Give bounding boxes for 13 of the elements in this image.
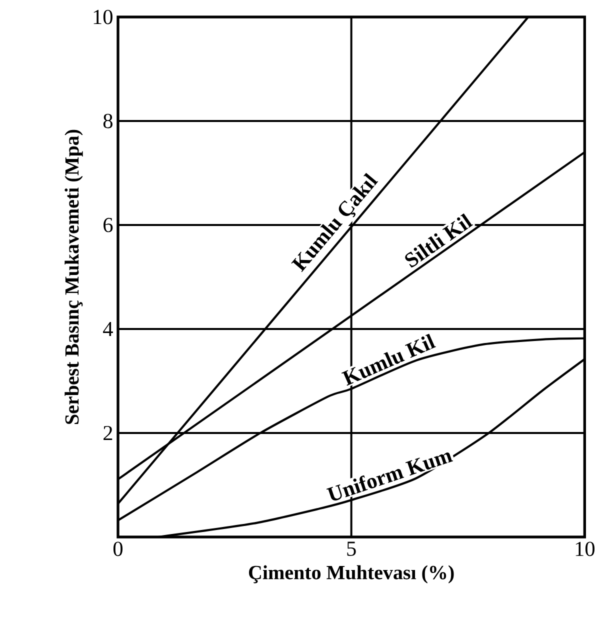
text: Siltli Kil bbox=[405, 213, 474, 268]
y-tick-label: 10 bbox=[94, 10, 112, 24]
x-tick-label: 0 bbox=[113, 542, 123, 556]
x-tick-label: 10 bbox=[576, 542, 595, 556]
y-tick-label: 6 bbox=[104, 218, 113, 232]
x-tick-label: 5 bbox=[347, 542, 356, 556]
x-axis-title: Çimento Muhtevası (%) bbox=[248, 565, 454, 584]
text: Uniform Kum bbox=[326, 452, 454, 500]
y-tick-label: 2 bbox=[104, 426, 112, 440]
y-tick-label: 4 bbox=[103, 322, 113, 336]
y-tick-label: 8 bbox=[103, 114, 112, 128]
y-axis-title: Serbest Basınç Mukavemeti (Mpa) bbox=[64, 130, 83, 424]
text: Kumlu Kil bbox=[341, 334, 436, 386]
